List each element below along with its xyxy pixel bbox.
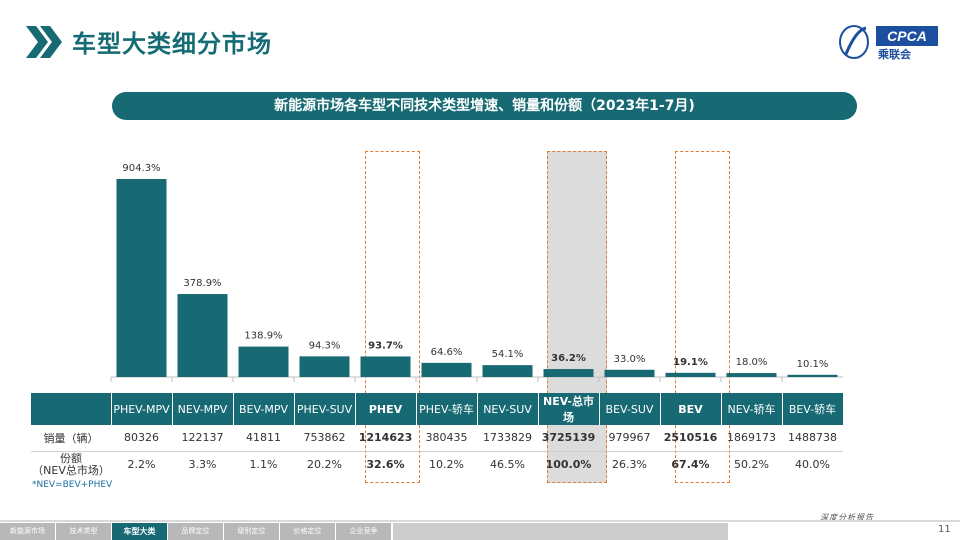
bar-value-label-6: 54.1% (492, 349, 524, 360)
chart-banner-title: 新能源市场各车型不同技术类型增速、销量和份额（2023年1-7月) (112, 92, 857, 120)
logo-subtext: 乘联会 (878, 48, 911, 61)
sales-cell: 80326 (111, 425, 172, 452)
sales-cell: 753862 (294, 425, 355, 452)
sales-cell: 380435 (416, 425, 477, 452)
growth-bar-chart: 904.3% 378.9% 138.9% 94.3% 93.7% 64.6% 54.1% 36… (110, 163, 843, 382)
bar-2 (238, 346, 289, 377)
header: 车型大类细分市场 CPCA 乘联会 (0, 0, 960, 64)
bar-1 (177, 294, 228, 377)
table-row-sales: 销量（辆） 80326 122137 41811 753862 1214623 380435… (31, 425, 843, 452)
bar-9 (665, 372, 716, 377)
bar-0 (116, 179, 167, 377)
bar-6 (482, 365, 533, 377)
table-header-cell: BEV-MPV (233, 393, 295, 425)
share-cell: 1.1% (249, 458, 278, 472)
share-cell: 26.3% (612, 458, 647, 472)
table-row-share: 份额 （NEV总市场） 2.2% 3.3% 1.1% 20.2% 32.6% 10.2% 46.… (31, 451, 843, 479)
share-row-label: 份额 （NEV总市场） (32, 452, 110, 478)
bar-value-label-3: 94.3% (309, 340, 341, 351)
table-header-row: PHEV-MPV NEV-MPV BEV-MPV PHEV-SUV PHEV PHEV-轿… (31, 393, 844, 425)
bar-value-label-0: 904.3% (122, 163, 160, 174)
nav-item[interactable]: 级别定位 (224, 523, 279, 540)
footnote: *NEV=BEV+PHEV (32, 480, 113, 490)
bar-value-label-9: 19.1% (673, 357, 708, 368)
section-nav: 新能源市场 技术类型 车型大类 品牌定位 级别定位 价格定位 企业竞争 (0, 523, 728, 540)
table-header-cell: NEV-SUV (477, 393, 539, 425)
share-cell: 50.2% (734, 458, 769, 472)
nav-item[interactable]: 品牌定位 (168, 523, 223, 540)
bar-4 (360, 356, 411, 377)
table-header-cell: NEV-总市场 (538, 393, 600, 425)
bar-value-label-2: 138.9% (244, 331, 282, 342)
bar-8 (604, 369, 655, 377)
share-cell: 20.2% (307, 458, 342, 472)
sales-cell: 1733829 (477, 425, 538, 452)
nav-item[interactable]: 新能源市场 (0, 523, 55, 540)
sales-cell: 2510516 (660, 425, 721, 452)
nav-item[interactable]: 车型大类 (112, 523, 167, 540)
bar-value-label-10: 18.0% (736, 357, 768, 368)
table-header-cell: BEV-轿车 (782, 393, 844, 425)
bar-value-label-11: 10.1% (797, 359, 829, 370)
cpca-logo-icon (839, 25, 869, 59)
double-chevron-icon (26, 26, 62, 58)
share-cell: 100.0% (545, 458, 592, 472)
share-cell: 67.4% (671, 458, 710, 472)
table-header-cell: PHEV-SUV (294, 393, 356, 425)
table-header-corner (31, 393, 112, 425)
sales-cell: 41811 (233, 425, 294, 452)
page-number: 11 (938, 524, 951, 535)
sales-cell: 122137 (172, 425, 233, 452)
sales-cell: 1214623 (355, 425, 416, 452)
share-cell: 3.3% (188, 458, 217, 472)
bar-7 (543, 369, 594, 377)
table-header-cell: NEV-轿车 (721, 393, 783, 425)
bar-value-label-1: 378.9% (183, 278, 221, 289)
nav-item[interactable]: 技术类型 (56, 523, 111, 540)
share-cell: 32.6% (366, 458, 405, 472)
highlight-box-nev-total (547, 151, 607, 483)
table-header-cell: PHEV-轿车 (416, 393, 478, 425)
sales-cell: 3725139 (538, 425, 599, 452)
sales-row-label: 销量（辆） (31, 425, 111, 452)
nav-item[interactable]: 企业竞争 (336, 523, 391, 540)
table-header-cell: NEV-MPV (172, 393, 234, 425)
share-cell: 10.2% (429, 458, 464, 472)
bar-value-label-8: 33.0% (614, 354, 646, 365)
bar-value-label-5: 64.6% (431, 347, 463, 358)
nav-item[interactable]: 价格定位 (280, 523, 335, 540)
sales-cell: 979967 (599, 425, 660, 452)
footer-divider (0, 520, 960, 522)
bar-3 (299, 356, 350, 377)
bar-value-label-7: 36.2% (551, 353, 586, 364)
logo-text: CPCA (876, 26, 938, 46)
sales-cell: 1488738 (782, 425, 843, 452)
page-title: 车型大类细分市场 (72, 30, 272, 58)
nav-bar-filler (393, 523, 728, 540)
table-header-cell: PHEV-MPV (111, 393, 173, 425)
bar-10 (726, 373, 777, 377)
data-table: PHEV-MPV NEV-MPV BEV-MPV PHEV-SUV PHEV PHEV-轿… (31, 393, 844, 479)
bar-11 (787, 374, 838, 377)
highlight-box-phev (365, 151, 420, 483)
share-cell: 40.0% (795, 458, 830, 472)
bar-5 (421, 362, 472, 377)
share-cell: 46.5% (490, 458, 525, 472)
table-header-cell: PHEV (355, 393, 417, 425)
sales-cell: 1869173 (721, 425, 782, 452)
bar-value-label-4: 93.7% (368, 340, 403, 351)
highlight-box-bev (675, 151, 730, 483)
table-header-cell: BEV (660, 393, 722, 425)
table-header-cell: BEV-SUV (599, 393, 661, 425)
share-cell: 2.2% (127, 458, 156, 472)
report-label: 深度分析报告 (820, 513, 874, 522)
